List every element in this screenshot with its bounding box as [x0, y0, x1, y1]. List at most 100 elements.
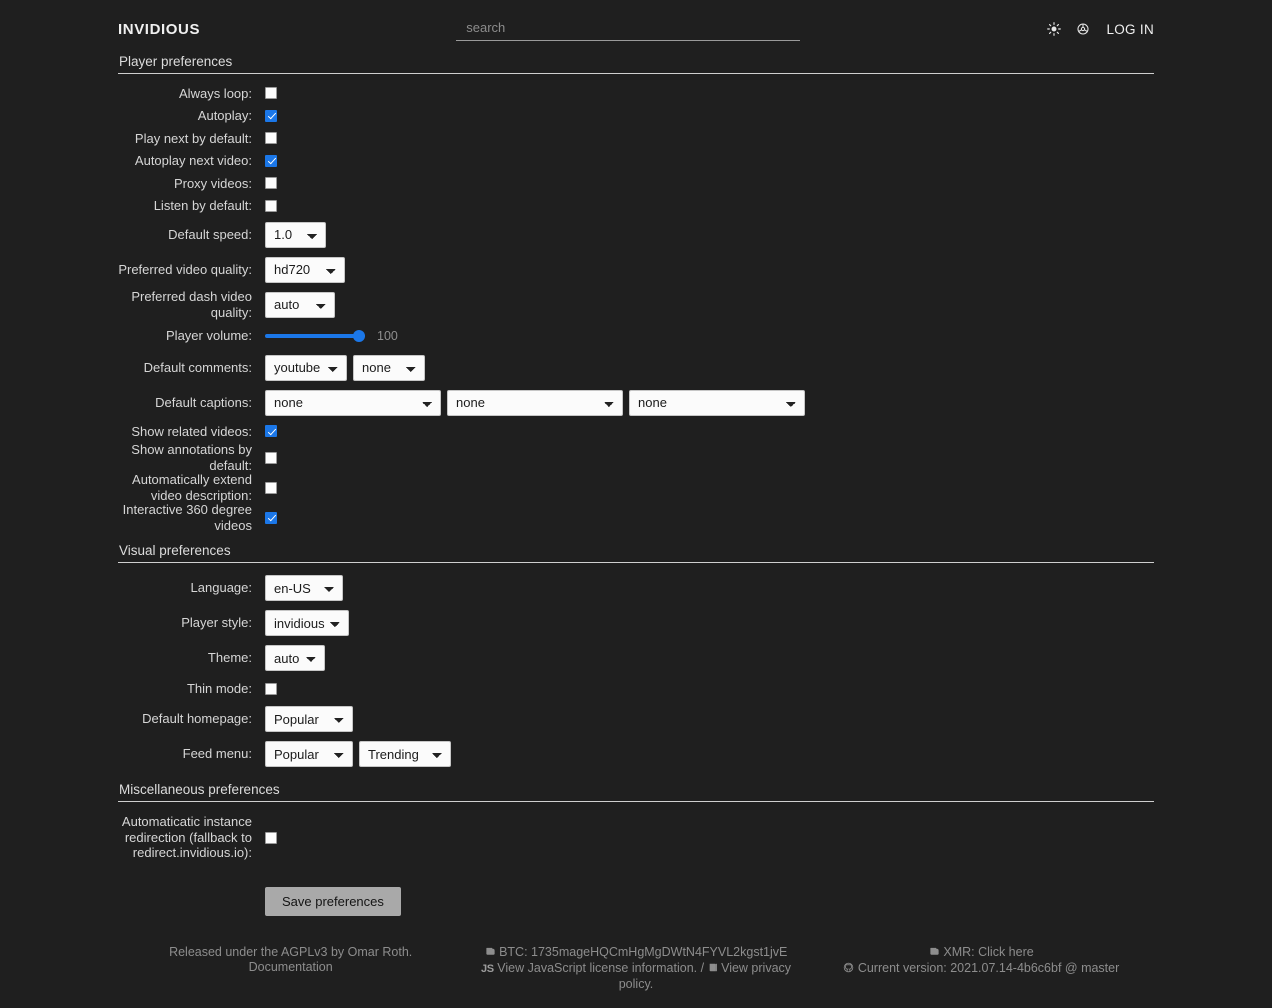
preferences-form: Player preferences Always loop: Autoplay… [0, 54, 1272, 916]
privacy-book-icon [708, 962, 718, 977]
btc-link[interactable]: BTC: 1735mageHQCmHgMgDWtN4FYVL2kgst1jvE [499, 945, 788, 959]
select-default-comments-primary[interactable]: youtube [265, 354, 347, 381]
section-title-player: Player preferences [118, 54, 1154, 74]
checkbox-proxy-videos[interactable] [265, 177, 277, 190]
footer-left: Released under the AGPLv3 by Omar Roth. … [118, 945, 463, 992]
select-theme[interactable]: auto [265, 645, 325, 671]
label-default-speed: Default speed: [168, 226, 252, 242]
bitcoin-icon [485, 946, 496, 961]
pref-row-listen-by-default: Listen by default: [118, 195, 1154, 218]
label-autoplay-next-video: Autoplay next video: [134, 153, 252, 168]
checkbox-autoplay[interactable] [265, 109, 277, 122]
save-preferences-button[interactable]: Save preferences [265, 886, 401, 916]
js-license-link[interactable]: View JavaScript license information. [497, 961, 698, 975]
select-preferred-dash-quality[interactable]: auto [265, 291, 335, 318]
footer-right: XMR: Click here Current version: 2021.07… [809, 945, 1154, 992]
pref-row-default-homepage: Default homepage: Popular [118, 702, 1154, 737]
save-row: Save preferences [118, 886, 1154, 916]
label-preferred-dash-quality: Preferred dash video quality: [131, 289, 252, 320]
pref-row-default-speed: Default speed: 1.0 [118, 217, 1154, 252]
search-input[interactable] [456, 17, 801, 41]
select-default-homepage[interactable]: Popular [265, 706, 353, 732]
label-player-volume: Player volume: [166, 328, 252, 344]
pref-row-show-related-videos: Show related videos: [118, 420, 1154, 443]
label-autoplay: Autoplay: [197, 108, 252, 123]
pref-row-default-comments: Default comments: youtube none [118, 350, 1154, 385]
monero-icon [929, 946, 940, 961]
select-default-comments-secondary[interactable]: none [353, 354, 425, 381]
checkbox-play-next-by-default[interactable] [265, 132, 277, 145]
select-default-captions-2[interactable]: none [447, 389, 623, 416]
brand-logo[interactable]: INVIDIOUS [118, 20, 201, 38]
pref-row-proxy-videos: Proxy videos: [118, 172, 1154, 195]
search-container [200, 17, 1046, 41]
pref-row-language: Language: en-US [118, 571, 1154, 606]
gear-icon[interactable] [1075, 21, 1091, 37]
pref-row-autoplay-next-video: Autoplay next video: [118, 150, 1154, 173]
select-default-captions-3[interactable]: none [629, 389, 805, 416]
pref-row-play-next-by-default: Play next by default: [118, 127, 1154, 150]
label-interactive-360: Interactive 360 degree videos [122, 502, 252, 533]
search-form [456, 17, 801, 41]
pref-row-feed-menu: Feed menu: Popular Trending [118, 737, 1154, 772]
label-proxy-videos: Proxy videos: [173, 175, 252, 191]
label-language: Language: [190, 580, 252, 596]
privacy-policy-link[interactable]: View privacy policy. [618, 961, 792, 991]
label-default-captions: Default captions: [155, 394, 252, 410]
label-thin-mode: Thin mode: [186, 680, 252, 696]
pref-row-auto-instance-redirect: Automaticatic instance redirection (fall… [118, 810, 1154, 866]
pref-row-default-captions: Default captions: none none none [118, 385, 1154, 420]
sun-icon[interactable] [1046, 21, 1062, 37]
slider-player-volume[interactable] [265, 329, 365, 343]
label-always-loop: Always loop: [179, 85, 252, 101]
label-feed-menu: Feed menu: [182, 746, 252, 762]
pref-row-player-volume: Player volume: 100 [118, 322, 1154, 350]
select-default-captions-1[interactable]: none [265, 389, 441, 416]
footer: Released under the AGPLv3 by Omar Roth. … [0, 945, 1272, 992]
label-play-next-by-default: Play next by default: [134, 130, 252, 146]
checkbox-autoplay-next-video[interactable] [265, 154, 277, 167]
checkbox-extend-description[interactable] [265, 481, 277, 494]
checkbox-auto-instance-redirect[interactable] [265, 831, 277, 844]
pref-row-extend-description: Automatically extend video description: [118, 472, 1154, 503]
label-show-annotations: Show annotations by default: [131, 442, 252, 473]
select-language[interactable]: en-US [265, 575, 343, 601]
checkbox-thin-mode[interactable] [265, 682, 277, 695]
pref-row-player-style: Player style: invidious [118, 606, 1154, 641]
label-player-style: Player style: [181, 615, 252, 631]
js-badge: JS [480, 963, 494, 975]
pref-row-autoplay: Autoplay: [118, 105, 1154, 128]
label-show-related-videos: Show related videos: [131, 423, 252, 439]
player-volume-value: 100 [377, 329, 398, 343]
label-theme: Theme: [207, 650, 252, 666]
current-version-link[interactable]: Current version: 2021.07.14-4b6c6bf @ ma… [857, 961, 1120, 975]
footer-center: BTC: 1735mageHQCmHgMgDWtN4FYVL2kgst1jvE … [463, 945, 808, 992]
select-feed-menu-2[interactable]: Trending [359, 741, 451, 767]
pref-row-preferred-video-quality: Preferred video quality: hd720 [118, 252, 1154, 287]
xmr-link[interactable]: XMR: Click here [943, 945, 1034, 959]
label-default-comments: Default comments: [143, 359, 252, 375]
select-player-style[interactable]: invidious [265, 610, 349, 636]
github-icon [843, 962, 854, 977]
section-title-visual: Visual preferences [118, 543, 1154, 563]
checkbox-interactive-360[interactable] [265, 511, 277, 524]
select-feed-menu-1[interactable]: Popular [265, 741, 353, 767]
navbar-right-controls: LOG IN [1046, 21, 1154, 37]
select-preferred-video-quality[interactable]: hd720 [265, 256, 345, 283]
section-title-misc: Miscellaneous preferences [118, 782, 1154, 802]
label-auto-instance-redirect: Automaticatic instance redirection (fall… [121, 814, 252, 861]
checkbox-show-related-videos[interactable] [265, 425, 277, 438]
footer-license-text: Released under the AGPLv3 by Omar Roth. [169, 945, 413, 959]
select-default-speed[interactable]: 1.0 [265, 221, 326, 248]
navbar: INVIDIOUS [0, 0, 1272, 54]
login-link[interactable]: LOG IN [1106, 21, 1154, 37]
documentation-link[interactable]: Documentation [248, 960, 333, 974]
pref-row-always-loop: Always loop: [118, 82, 1154, 105]
pref-row-thin-mode: Thin mode: [118, 676, 1154, 702]
label-preferred-video-quality: Preferred video quality: [118, 261, 252, 277]
checkbox-always-loop[interactable] [265, 87, 277, 100]
checkbox-listen-by-default[interactable] [265, 199, 277, 212]
checkbox-show-annotations[interactable] [265, 451, 277, 464]
pref-row-interactive-360: Interactive 360 degree videos [118, 502, 1154, 533]
pref-row-theme: Theme: auto [118, 641, 1154, 676]
